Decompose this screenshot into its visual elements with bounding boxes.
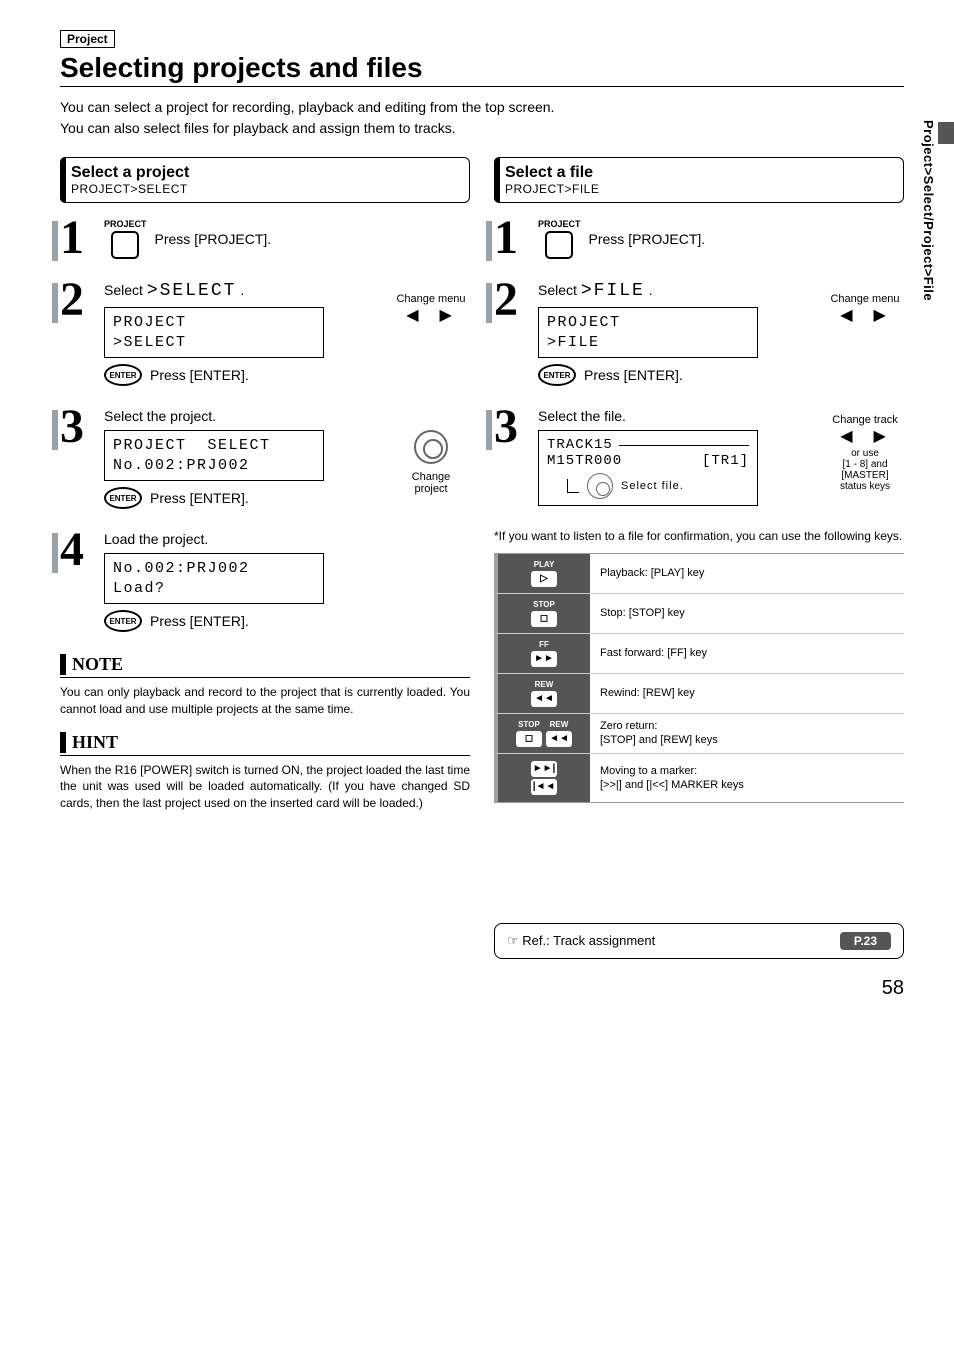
change-project-anno: Change project: [392, 430, 470, 495]
ref-page-badge: P.23: [840, 932, 891, 950]
play-icon: ▷: [531, 571, 557, 587]
right-column: Select a file PROJECT>FILE 1 PROJECT Pre…: [494, 157, 904, 959]
left-step-3: 3 Select the project. PROJECT SELECT No.…: [60, 408, 470, 509]
enter-button-icon: ENTER: [104, 487, 142, 509]
step-number: 2: [60, 281, 94, 386]
section-path: PROJECT>FILE: [505, 182, 893, 196]
key-row-stop: STOP◻ Stop: [STOP] key: [494, 593, 904, 633]
lcd-display: PROJECT >FILE: [538, 307, 758, 358]
step-text: Press [PROJECT].: [155, 231, 272, 247]
key-table: PLAY▷ Playback: [PLAY] key STOP◻ Stop: […: [494, 553, 904, 803]
enter-button-icon: ENTER: [104, 610, 142, 632]
enter-button-icon: ENTER: [104, 364, 142, 386]
ref-pointer-icon: ☞ Ref.: Track assignment: [507, 933, 655, 949]
lcd-display: PROJECT SELECT No.002:PRJ002: [104, 430, 324, 481]
intro-line-1: You can select a project for recording, …: [60, 99, 554, 115]
enter-text: Press [ENTER].: [150, 367, 249, 383]
intro-text: You can select a project for recording, …: [60, 97, 904, 139]
stop-icon: ◻: [516, 731, 542, 747]
intro-line-2: You can also select files for playback a…: [60, 120, 456, 136]
section-title: Select a project: [71, 164, 459, 182]
right-step-2: 2 Select >FILE . PROJECT >FILE ENTER Pre…: [494, 281, 904, 386]
key-row-zero: STOP◻ REW◄◄ Zero return: [STOP] and [REW…: [494, 713, 904, 753]
dial-icon: [414, 430, 448, 464]
hint-heading: HINT: [60, 732, 470, 753]
lcd-display: No.002:PRJ002 Load?: [104, 553, 324, 604]
change-track-anno: Change track ◀ ▶ or use [1 - 8] and [MAS…: [826, 414, 904, 492]
title-underline: [60, 86, 904, 87]
project-button-icon: PROJECT: [104, 219, 147, 259]
enter-button-icon: ENTER: [538, 364, 576, 386]
left-column: Select a project PROJECT>SELECT 1 PROJEC…: [60, 157, 470, 959]
rew-icon: ◄◄: [531, 691, 557, 707]
lcd-display: PROJECT >SELECT: [104, 307, 324, 358]
left-step-4: 4 Load the project. No.002:PRJ002 Load? …: [60, 531, 470, 632]
page-title: Selecting projects and files: [60, 52, 904, 84]
step-number: 2: [494, 281, 528, 386]
rew-icon: ◄◄: [546, 731, 572, 747]
step-number: 1: [494, 219, 528, 259]
stop-icon: ◻: [531, 611, 557, 627]
arrow-icons: ◀ ▶: [826, 426, 904, 446]
key-row-ff: FF►► Fast forward: [FF] key: [494, 633, 904, 673]
arrow-icons: ◀ ▶: [392, 305, 470, 325]
right-step-3: 3 Select the file. TRACK15 M15TR000 [TR1…: [494, 408, 904, 506]
arrow-icons: ◀ ▶: [826, 305, 904, 325]
step-number: 3: [494, 408, 528, 506]
step-instruction: Load the project.: [104, 531, 470, 547]
enter-text: Press [ENTER].: [150, 490, 249, 506]
section-head-project: Select a project PROJECT>SELECT: [60, 157, 470, 203]
page-number: 58: [60, 977, 904, 1000]
key-row-play: PLAY▷ Playback: [PLAY] key: [494, 554, 904, 593]
enter-text: Press [ENTER].: [150, 613, 249, 629]
step-instruction: Select the project.: [104, 408, 470, 424]
side-tab-label: Project>Select/Project>File: [921, 120, 936, 301]
section-head-file: Select a file PROJECT>FILE: [494, 157, 904, 203]
ff-icon: ►►: [531, 651, 557, 667]
change-menu-anno: Change menu ◀ ▶: [826, 293, 904, 325]
change-menu-anno: Change menu ◀ ▶: [392, 293, 470, 325]
side-edge-block: [938, 122, 954, 144]
step-number: 1: [60, 219, 94, 259]
hint-body: When the R16 [POWER] switch is turned ON…: [60, 762, 470, 812]
key-row-rew: REW◄◄ Rewind: [REW] key: [494, 673, 904, 713]
left-step-2: 2 Select >SELECT . PROJECT >SELECT ENTER…: [60, 281, 470, 386]
dial-icon: [587, 473, 613, 499]
category-tag: Project: [60, 30, 115, 48]
marker-back-icon: |◄◄: [531, 779, 557, 795]
key-row-marker: ►►| |◄◄ Moving to a marker: [>>|] and [|…: [494, 753, 904, 802]
step-number: 4: [60, 531, 94, 632]
project-button-icon: PROJECT: [538, 219, 581, 259]
enter-text: Press [ENTER].: [584, 367, 683, 383]
step-text: Press [PROJECT].: [589, 231, 706, 247]
section-path: PROJECT>SELECT: [71, 182, 459, 196]
note-heading: NOTE: [60, 654, 470, 675]
left-step-1: 1 PROJECT Press [PROJECT].: [60, 219, 470, 259]
step-number: 3: [60, 408, 94, 509]
preview-note: *If you want to listen to a file for con…: [494, 528, 904, 545]
right-step-1: 1 PROJECT Press [PROJECT].: [494, 219, 904, 259]
note-body: You can only playback and record to the …: [60, 684, 470, 718]
reference-box: ☞ Ref.: Track assignment P.23: [494, 923, 904, 959]
section-title: Select a file: [505, 164, 893, 182]
lcd-display-track: TRACK15 M15TR000 [TR1] Select file.: [538, 430, 758, 506]
marker-fwd-icon: ►►|: [531, 761, 557, 777]
